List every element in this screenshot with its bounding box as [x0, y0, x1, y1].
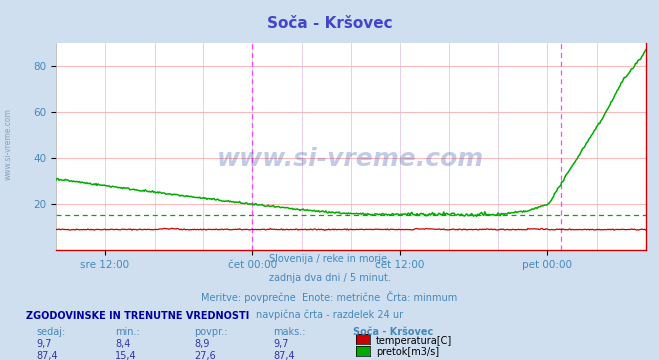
Text: Soča - Kršovec: Soča - Kršovec — [353, 327, 433, 337]
Text: min.:: min.: — [115, 327, 140, 337]
Text: Slovenija / reke in morje.: Slovenija / reke in morje. — [269, 254, 390, 264]
Text: www.si-vreme.com: www.si-vreme.com — [3, 108, 13, 180]
Text: povpr.:: povpr.: — [194, 327, 228, 337]
Text: sedaj:: sedaj: — [36, 327, 65, 337]
Text: 87,4: 87,4 — [36, 351, 58, 360]
Text: temperatura[C]: temperatura[C] — [376, 336, 452, 346]
Text: 9,7: 9,7 — [36, 339, 52, 349]
Text: pretok[m3/s]: pretok[m3/s] — [376, 347, 439, 357]
Text: 87,4: 87,4 — [273, 351, 295, 360]
Text: Soča - Kršovec: Soča - Kršovec — [267, 16, 392, 31]
Text: 27,6: 27,6 — [194, 351, 216, 360]
Text: www.si-vreme.com: www.si-vreme.com — [217, 147, 484, 171]
Text: navpična črta - razdelek 24 ur: navpična črta - razdelek 24 ur — [256, 310, 403, 320]
Text: maks.:: maks.: — [273, 327, 306, 337]
Text: 15,4: 15,4 — [115, 351, 137, 360]
Text: ZGODOVINSKE IN TRENUTNE VREDNOSTI: ZGODOVINSKE IN TRENUTNE VREDNOSTI — [26, 311, 250, 321]
Text: 8,4: 8,4 — [115, 339, 130, 349]
Text: Meritve: povprečne  Enote: metrične  Črta: minmum: Meritve: povprečne Enote: metrične Črta:… — [202, 291, 457, 303]
Text: 9,7: 9,7 — [273, 339, 289, 349]
Text: 8,9: 8,9 — [194, 339, 210, 349]
Text: zadnja dva dni / 5 minut.: zadnja dva dni / 5 minut. — [269, 273, 390, 283]
